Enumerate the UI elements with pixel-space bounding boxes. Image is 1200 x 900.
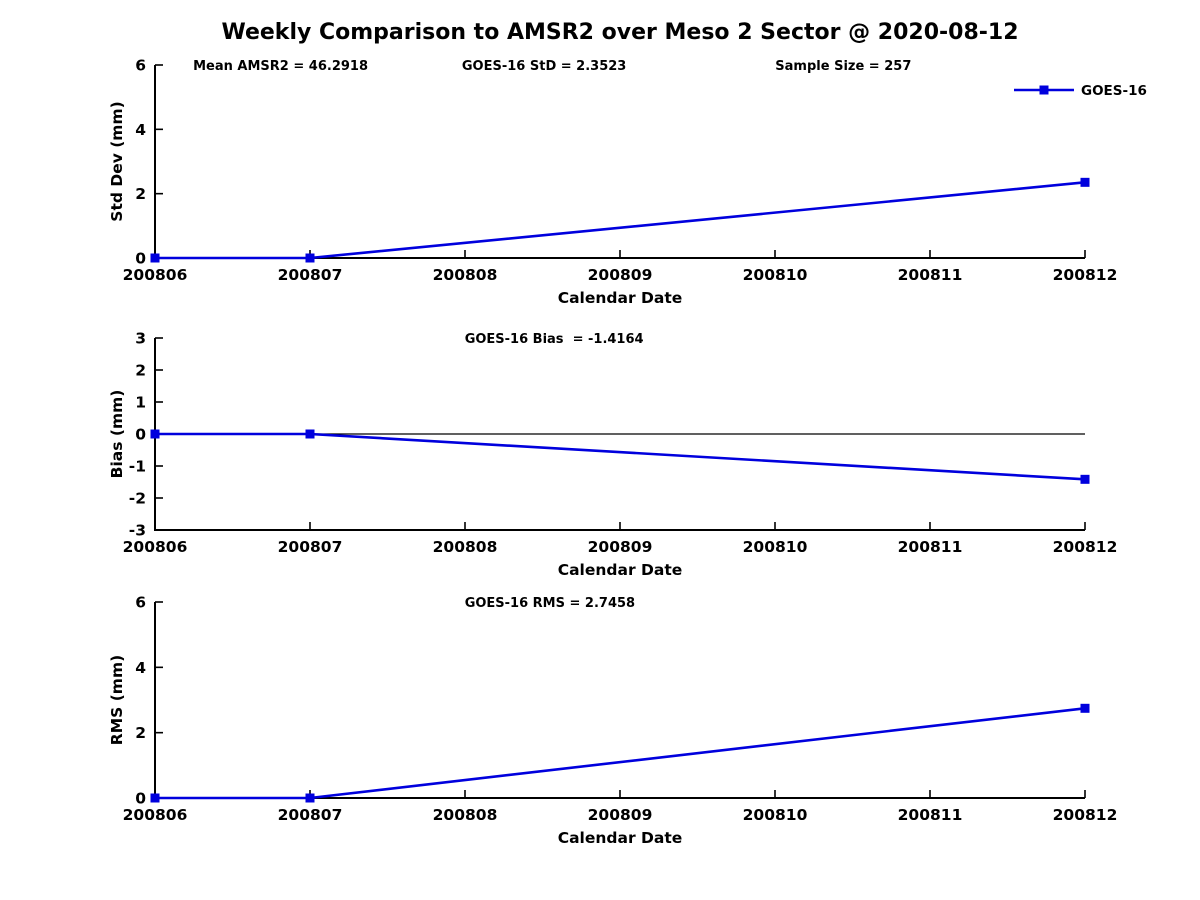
y-tick-label: 0 <box>135 790 146 808</box>
x-tick-label: 200812 <box>1053 266 1118 284</box>
annotation: GOES-16 StD = 2.3523 <box>462 59 626 74</box>
y-tick-label: 2 <box>135 362 146 380</box>
y-axis-title: Std Dev (mm) <box>108 101 126 221</box>
x-tick-label: 200812 <box>1053 538 1118 556</box>
chart-title: Weekly Comparison to AMSR2 over Meso 2 S… <box>221 20 1019 45</box>
y-tick-label: 1 <box>135 394 146 412</box>
y-tick-label: -1 <box>129 458 146 476</box>
y-axis-title: RMS (mm) <box>108 655 126 745</box>
x-tick-label: 200810 <box>743 806 808 824</box>
x-tick-label: 200806 <box>123 266 188 284</box>
x-tick-label: 200811 <box>898 538 963 556</box>
legend-marker <box>1039 85 1049 95</box>
x-axis-title: Calendar Date <box>558 829 683 847</box>
x-tick-label: 200809 <box>588 538 653 556</box>
x-tick-label: 200811 <box>898 806 963 824</box>
x-axis-title: Calendar Date <box>558 561 683 579</box>
data-point-marker <box>150 429 160 439</box>
y-tick-label: 2 <box>135 724 146 742</box>
y-tick-label: 4 <box>135 659 146 677</box>
y-tick-label: 3 <box>135 330 146 348</box>
x-tick-label: 200806 <box>123 538 188 556</box>
y-tick-label: 6 <box>135 594 146 612</box>
data-point-marker <box>150 793 160 803</box>
annotation: Mean AMSR2 = 46.2918 <box>193 59 368 74</box>
y-tick-label: 0 <box>135 426 146 444</box>
data-point-marker <box>305 253 315 263</box>
annotation: Sample Size = 257 <box>775 59 911 74</box>
series-line <box>155 181 1086 260</box>
data-point-marker <box>305 793 315 803</box>
x-tick-label: 200809 <box>588 266 653 284</box>
x-tick-label: 200806 <box>123 806 188 824</box>
y-tick-label: -2 <box>129 490 146 508</box>
y-tick-label: 6 <box>135 57 146 75</box>
x-axis-title: Calendar Date <box>558 289 683 307</box>
y-tick-label: 0 <box>135 250 146 268</box>
x-tick-label: 200808 <box>433 806 498 824</box>
data-point-marker <box>1080 474 1090 484</box>
x-tick-label: 200812 <box>1053 806 1118 824</box>
x-tick-label: 200811 <box>898 266 963 284</box>
y-tick-label: -3 <box>129 522 146 540</box>
x-tick-label: 200808 <box>433 266 498 284</box>
y-tick-label: 4 <box>135 121 146 139</box>
x-tick-label: 200808 <box>433 538 498 556</box>
x-tick-label: 200809 <box>588 806 653 824</box>
data-point-marker <box>305 429 315 439</box>
data-point-marker <box>150 253 160 263</box>
x-tick-label: 200810 <box>743 266 808 284</box>
y-axis-title: Bias (mm) <box>108 390 126 479</box>
annotation: GOES-16 Bias = -1.4164 <box>465 332 644 347</box>
x-tick-label: 200807 <box>278 266 343 284</box>
x-tick-label: 200807 <box>278 806 343 824</box>
x-tick-label: 200810 <box>743 538 808 556</box>
data-point-marker <box>1080 703 1090 713</box>
legend-label: GOES-16 <box>1081 83 1147 99</box>
series-line <box>155 432 1086 481</box>
annotation: GOES-16 RMS = 2.7458 <box>465 596 635 611</box>
data-point-marker <box>1080 177 1090 187</box>
y-tick-label: 2 <box>135 185 146 203</box>
x-tick-label: 200807 <box>278 538 343 556</box>
series-line <box>155 707 1086 800</box>
